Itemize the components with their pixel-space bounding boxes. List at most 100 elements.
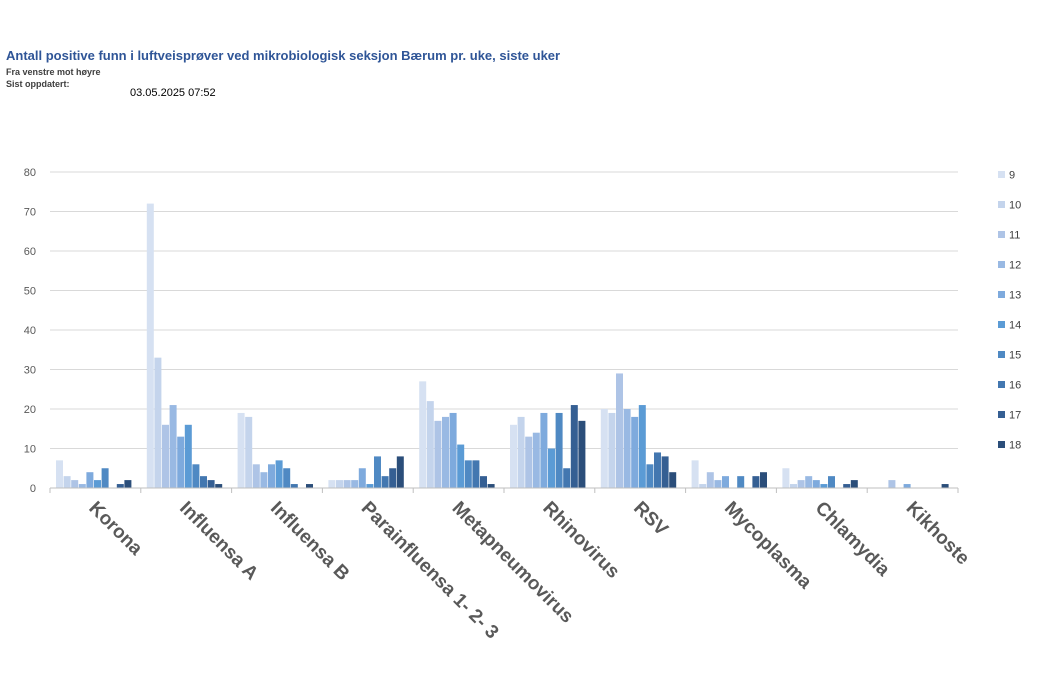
bar — [63, 476, 71, 488]
legend-swatch — [998, 441, 1005, 448]
page-title: Antall positive funn i luftveisprøver ve… — [6, 48, 561, 63]
bar — [94, 480, 101, 488]
bar — [737, 476, 745, 488]
bar — [328, 480, 336, 488]
y-tick-label: 70 — [24, 207, 36, 219]
legend-label: 11 — [1009, 230, 1020, 242]
bar — [850, 480, 858, 488]
legend-label: 9 — [1009, 170, 1015, 182]
chart-subtitle: Fra venstre mot høyre — [6, 67, 101, 77]
bar — [540, 412, 548, 488]
bar — [290, 484, 298, 488]
bar — [578, 420, 586, 488]
bar — [184, 424, 192, 488]
bar — [623, 409, 631, 488]
bar — [563, 468, 571, 488]
bar — [608, 412, 616, 488]
bar — [782, 468, 790, 488]
bar — [283, 468, 291, 488]
gridlines — [50, 171, 958, 449]
bar — [570, 405, 578, 488]
bar — [760, 472, 767, 488]
y-tick-label: 30 — [24, 365, 36, 377]
bar — [200, 476, 207, 488]
bar — [790, 484, 797, 488]
bar — [941, 484, 949, 488]
bar — [828, 476, 835, 488]
legend-label: 17 — [1009, 410, 1021, 422]
bar — [154, 357, 162, 488]
legend-swatch — [998, 261, 1005, 268]
bar — [56, 460, 63, 488]
legend-swatch — [998, 381, 1005, 388]
bar — [426, 401, 434, 488]
x-category-label: Chlamydia — [811, 498, 894, 581]
bar — [600, 409, 608, 488]
x-category-label: Rhinovirus — [538, 498, 623, 583]
bar — [714, 480, 722, 488]
legend-swatch — [998, 351, 1005, 358]
legend: 9 10 11 12 13 14 15 16 17 18 — [998, 170, 1021, 452]
bar — [275, 460, 283, 488]
bar — [722, 476, 729, 488]
legend-swatch — [998, 291, 1005, 298]
legend-label: 15 — [1009, 350, 1021, 362]
bar — [101, 468, 109, 488]
bar — [457, 444, 465, 488]
bar — [162, 424, 169, 488]
legend-swatch — [998, 201, 1005, 208]
bar — [555, 412, 563, 488]
x-axis-labels: Korona Influensa A Influensa B Parainfluens… — [84, 498, 973, 644]
y-tick-label: 0 — [30, 483, 36, 495]
bar — [449, 412, 457, 488]
bar — [661, 456, 669, 488]
bar — [381, 476, 389, 488]
bar — [169, 405, 177, 488]
bar — [343, 480, 351, 488]
legend-label: 10 — [1009, 200, 1021, 212]
bar — [192, 464, 200, 488]
bar — [487, 484, 495, 488]
bar — [812, 480, 820, 488]
last-updated-value: 03.05.2025 07:52 — [130, 87, 216, 99]
bar — [797, 480, 805, 488]
y-tick-label: 60 — [24, 246, 36, 258]
bar — [146, 203, 154, 488]
legend-label: 12 — [1009, 260, 1021, 272]
bar — [691, 460, 699, 488]
bar — [124, 480, 132, 488]
bar — [517, 416, 525, 488]
bar — [669, 472, 677, 488]
y-tick-label: 10 — [24, 444, 36, 456]
x-category-label: Mycoplasma — [720, 498, 816, 594]
legend-label: 13 — [1009, 290, 1021, 302]
bar — [215, 484, 223, 488]
bar — [116, 484, 124, 488]
bar — [358, 468, 366, 488]
bar — [389, 468, 397, 488]
legend-swatch — [998, 171, 1005, 178]
bar — [805, 476, 813, 488]
bar — [888, 480, 896, 488]
bar — [351, 480, 359, 488]
x-category-label: Kikhoste — [902, 498, 974, 570]
bar — [336, 480, 343, 488]
bar — [510, 424, 517, 488]
bar — [646, 464, 654, 488]
bar — [480, 476, 487, 488]
bar — [699, 484, 707, 488]
bar — [843, 484, 851, 488]
bar — [464, 460, 472, 488]
bar — [86, 472, 94, 488]
bar — [472, 460, 480, 488]
last-updated-label: Sist oppdatert: — [6, 79, 70, 89]
bar — [237, 412, 245, 488]
x-category-label: Influensa A — [175, 498, 262, 585]
y-tick-label: 80 — [24, 167, 36, 179]
bar — [434, 420, 442, 488]
x-category-label: Korona — [84, 498, 146, 560]
bar — [442, 416, 449, 488]
bar — [654, 452, 661, 488]
bar — [78, 484, 86, 488]
